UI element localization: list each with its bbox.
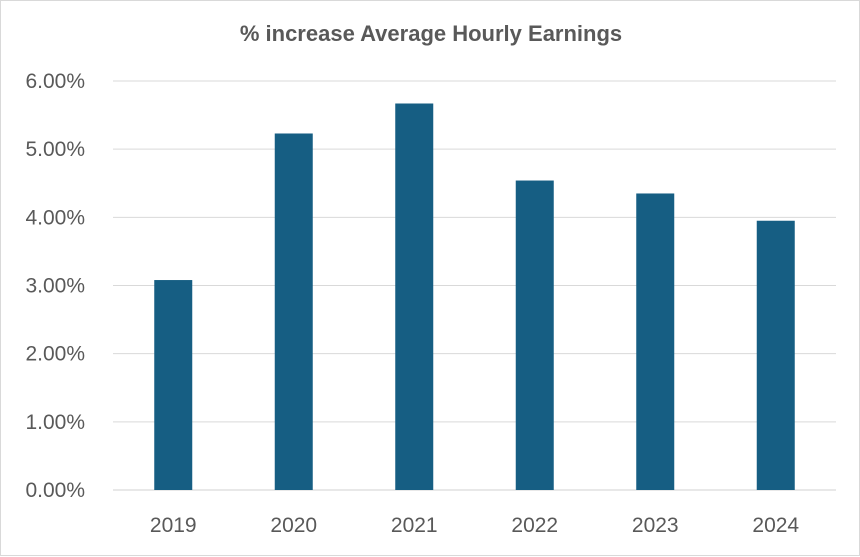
y-axis-tick-labels: 0.00% 1.00% 2.00% 3.00% 4.00% 5.00% 6.00%	[25, 70, 85, 502]
gridlines	[113, 80, 836, 491]
bar-2024	[756, 220, 795, 490]
x-tick-label: 2021	[391, 514, 438, 537]
y-tick-label: 6.00%	[25, 70, 85, 93]
bars	[154, 103, 795, 491]
bar-2019	[154, 280, 193, 490]
bar-2022	[515, 180, 554, 491]
y-tick-label: 4.00%	[25, 206, 85, 229]
chart-title: % increase Average Hourly Earnings	[240, 21, 622, 46]
x-tick-label: 2024	[752, 514, 799, 537]
bar-2023	[636, 193, 675, 490]
bar-2020	[274, 133, 313, 490]
y-tick-label: 3.00%	[25, 275, 85, 298]
x-tick-label: 2023	[632, 514, 679, 537]
x-axis-tick-labels: 2019 2020 2021 2022 2023 2024	[150, 514, 800, 537]
bar-2021	[395, 103, 434, 491]
y-tick-label: 5.00%	[25, 138, 85, 161]
y-tick-label: 2.00%	[25, 343, 85, 366]
y-tick-label: 1.00%	[25, 411, 85, 434]
x-tick-label: 2020	[270, 514, 317, 537]
y-tick-label: 0.00%	[25, 479, 85, 502]
x-tick-label: 2022	[511, 514, 558, 537]
x-tick-label: 2019	[150, 514, 197, 537]
